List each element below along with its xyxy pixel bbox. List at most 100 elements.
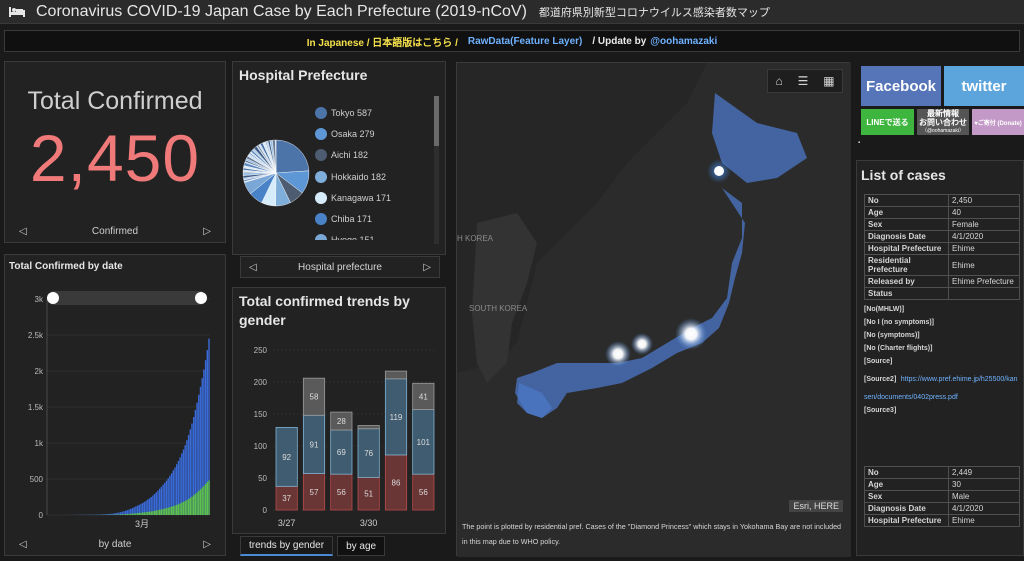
data-label: 86 [392, 478, 401, 487]
date-bar-recovered [121, 514, 123, 515]
data-label: 69 [337, 448, 346, 457]
next-arrow-icon[interactable]: ▷ [423, 261, 431, 273]
case-row: Hospital Prefecture Ehime [864, 514, 1020, 527]
stacked-bar-segment [412, 382, 435, 410]
legend-item[interactable]: Aichi 182 [315, 145, 435, 166]
twitter-handle-link[interactable]: @oohamazaki [650, 35, 718, 47]
hotspot-aichi[interactable] [631, 333, 653, 355]
legend-swatch [315, 127, 327, 140]
by-date-chart[interactable]: 0 500 1k 1.5k 2k 2.5k 3k 3月 [5, 285, 227, 545]
date-bar [108, 513, 110, 515]
date-bar-recovered [204, 484, 207, 515]
date-bar [179, 457, 181, 515]
gender-trends-panel: Total confirmed trends by gender 0 50 100 1… [232, 287, 446, 534]
prev-arrow-icon[interactable]: ◁ [19, 225, 27, 237]
date-bar [135, 506, 137, 515]
date-bar-recovered [131, 513, 134, 515]
legend-item[interactable]: Kanagawa 171 [315, 187, 435, 208]
map-attribution[interactable]: Esri, HERE [789, 500, 843, 512]
legend-item[interactable]: Hokkaido 182 [315, 166, 435, 187]
date-bar [148, 498, 151, 515]
data-label: 41 [419, 392, 428, 401]
stacked-bar-segment [384, 370, 408, 380]
date-bar-recovered [150, 511, 152, 515]
case-field-label: Diagnosis Date [864, 230, 949, 243]
map-canvas[interactable]: H KOREA SOUTH KOREA [457, 63, 851, 557]
total-confirmed-value: 2,450 [29, 121, 201, 195]
date-bar-recovered [165, 508, 168, 515]
date-bar [111, 513, 113, 515]
case-field-value: Ehime [948, 514, 1020, 527]
pie-slice [275, 139, 310, 174]
total-footer-label: Confirmed [91, 225, 139, 237]
date-bar [125, 510, 127, 515]
legend-item[interactable]: Hyogo 151 [315, 230, 435, 240]
date-bar-recovered [125, 514, 127, 515]
hotspot-osaka[interactable] [605, 341, 631, 367]
next-arrow-icon[interactable]: ▷ [203, 538, 211, 550]
legend-scroll-thumb[interactable] [434, 96, 439, 146]
tab-by-age[interactable]: by age [337, 536, 386, 556]
list-icon[interactable]: ☰ [797, 74, 809, 88]
case-row: Sex Female [864, 218, 1020, 231]
tab-trends-by-gender[interactable]: trends by gender [240, 536, 334, 556]
twitter-button[interactable]: twitter [944, 66, 1024, 106]
date-bar [99, 514, 101, 515]
case-field-label: Diagnosis Date [864, 502, 949, 515]
date-bar [140, 503, 142, 515]
case-sources: [No(MHLW)] [No I (no symptoms)] [No (sympt… [864, 303, 1020, 368]
date-bar [152, 495, 154, 515]
facebook-button[interactable]: Facebook [861, 66, 941, 106]
case-row: Status [864, 287, 1020, 300]
y-tick-label: 1.5k [28, 403, 44, 412]
hospital-prefecture-title: Hospital Prefecture [239, 67, 368, 83]
korea-shape [472, 213, 537, 383]
donate-button[interactable]: ♥ご寄付 (Donate) [972, 109, 1024, 135]
data-label: 51 [364, 490, 373, 499]
date-bar [164, 482, 166, 515]
source2-link[interactable]: https://www.pref.ehime.jp/h25500/kansen/… [864, 376, 1018, 401]
data-label: 76 [364, 449, 373, 458]
y-tick-label: 3k [35, 295, 44, 304]
date-bar [170, 473, 173, 515]
case-field-label: Hospital Prefecture [864, 514, 949, 527]
rawdata-link[interactable]: RawData(Feature Layer) [467, 35, 583, 47]
contact-button[interactable]: 最新情報 お問い合わせ （@oohamazaki） [917, 109, 969, 135]
x-tick-label: 3/30 [360, 518, 378, 528]
total-confirmed-panel: Total Confirmed 2,450 ◁ Confirmed ▷ [4, 61, 226, 243]
date-bar [155, 492, 157, 515]
qr-code-icon[interactable]: ▦ [823, 74, 835, 88]
prev-arrow-icon[interactable]: ◁ [19, 538, 27, 550]
legend-item[interactable]: Osaka 279 [315, 123, 435, 144]
legend-item[interactable]: Chiba 171 [315, 208, 435, 229]
date-bar-recovered [162, 508, 164, 515]
app-subtitle-jp: 都道府県別新型コロナウイルス感染者数マップ [538, 6, 770, 19]
line-share-button[interactable]: LINEで送る [861, 109, 914, 135]
date-bar [198, 394, 200, 515]
case-field-label: No [864, 194, 949, 207]
case-field-value: Ehime [948, 254, 1020, 276]
case-list-panel[interactable]: List of cases No 2,450 Age 40 Sex Female Diagn… [856, 160, 1024, 556]
hotspot-tokyo[interactable] [675, 318, 707, 350]
legend-item[interactable]: Tokyo 587 [315, 102, 435, 123]
hotspot-hokkaido-core[interactable] [714, 166, 724, 176]
case-row: No 2,449 [864, 466, 1020, 479]
date-bar [169, 475, 171, 515]
legend-scrollbar[interactable] [434, 96, 439, 244]
next-arrow-icon[interactable]: ▷ [203, 225, 211, 237]
prev-arrow-icon[interactable]: ◁ [249, 261, 257, 273]
case-field-label: Age [864, 206, 949, 219]
y-tick-label: 50 [258, 474, 267, 483]
home-icon[interactable]: ⌂ [775, 74, 783, 88]
data-label: 37 [282, 494, 291, 503]
japanese-link[interactable]: In Japanese / 日本語版はこちら / [306, 37, 458, 49]
gender-stacked-chart[interactable]: 0 50 100 150 200 250 37 92 57 91 58 56 69 28 51 76 86 119… [233, 334, 445, 534]
date-bar [181, 453, 183, 515]
month-tick-label: 3月 [135, 519, 149, 529]
date-bar-recovered [160, 509, 163, 515]
date-bar [189, 429, 191, 515]
data-label: 56 [337, 488, 346, 497]
date-bar [118, 512, 120, 515]
hospital-pie-chart[interactable] [241, 138, 311, 208]
map-panel[interactable]: H KOREA SOUTH KOREA ⌂ ☰ ▦ Esri, HERE The… [456, 62, 851, 557]
